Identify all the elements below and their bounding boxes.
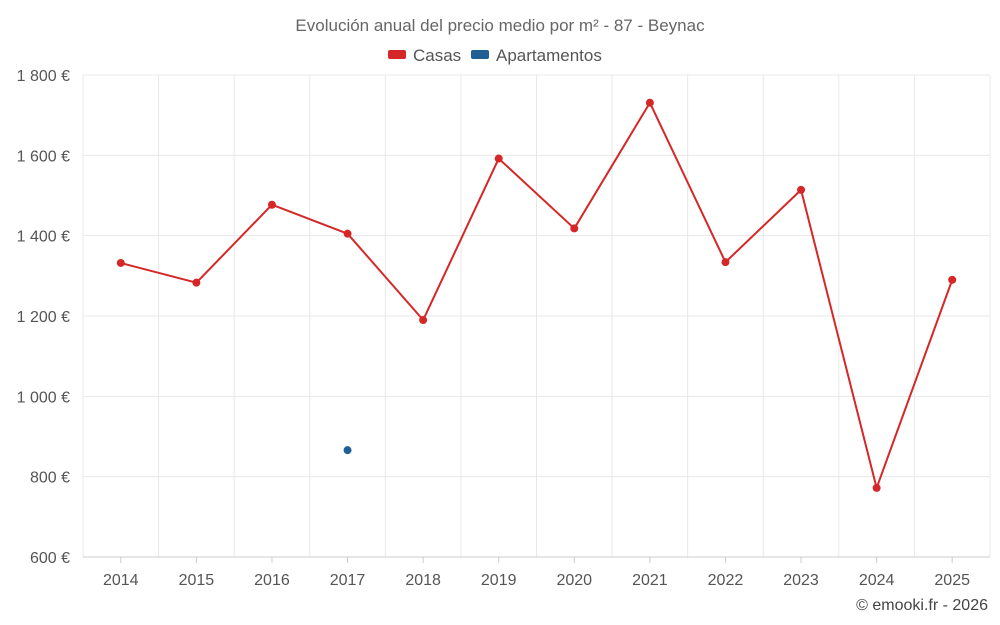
legend-label: Casas bbox=[413, 46, 461, 65]
x-tick-label: 2015 bbox=[179, 572, 215, 589]
y-tick-label: 1 400 € bbox=[17, 229, 70, 246]
gridlines bbox=[82, 74, 991, 557]
data-point-casas[interactable] bbox=[116, 258, 125, 267]
y-axis: 600 € 800 € 1 000 € 1 200 € 1 400 € 1 600 € 1 … bbox=[17, 68, 70, 567]
data-point-casas[interactable] bbox=[570, 224, 579, 233]
y-tick-label: 600 € bbox=[30, 550, 70, 567]
chart-title: Evolución anual del precio medio por m² … bbox=[295, 16, 705, 35]
x-axis: 2014 2015 2016 2017 2018 2019 2020 2021 2022 2023… bbox=[83, 556, 990, 589]
legend-item-apartamentos[interactable]: Apartamentos bbox=[471, 46, 602, 65]
x-tick-label: 2019 bbox=[481, 572, 517, 589]
legend-swatch bbox=[388, 50, 406, 59]
y-tick-label: 1 600 € bbox=[17, 148, 70, 165]
y-tick-label: 1 800 € bbox=[17, 68, 70, 85]
data-point-casas[interactable] bbox=[948, 275, 957, 284]
data-point-casas[interactable] bbox=[267, 200, 276, 209]
legend[interactable]: Casas Apartamentos bbox=[388, 46, 602, 65]
data-point-casas[interactable] bbox=[872, 483, 881, 492]
data-point-casas[interactable] bbox=[419, 316, 428, 325]
legend-item-casas[interactable]: Casas bbox=[388, 46, 461, 65]
data-point-casas[interactable] bbox=[192, 278, 201, 287]
x-tick-label: 2018 bbox=[405, 572, 441, 589]
x-tick-label: 2014 bbox=[103, 572, 139, 589]
y-tick-label: 1 200 € bbox=[17, 309, 70, 326]
x-tick-label: 2022 bbox=[708, 572, 744, 589]
data-point-casas[interactable] bbox=[343, 229, 352, 238]
series-line-casas bbox=[120, 101, 954, 489]
x-tick-label: 2023 bbox=[783, 572, 819, 589]
x-tick-label: 2020 bbox=[556, 572, 592, 589]
plot-area bbox=[116, 98, 957, 492]
y-tick-label: 800 € bbox=[30, 470, 70, 487]
x-tick-label: 2021 bbox=[632, 572, 668, 589]
series-apartamentos bbox=[343, 446, 352, 455]
data-point-apartamentos[interactable] bbox=[343, 446, 352, 455]
x-tick-label: 2024 bbox=[859, 572, 895, 589]
data-point-casas[interactable] bbox=[797, 185, 806, 194]
credit-text: © emooki.fr - 2026 bbox=[856, 597, 988, 614]
x-tick-label: 2016 bbox=[254, 572, 290, 589]
legend-swatch bbox=[471, 50, 489, 59]
data-point-casas[interactable] bbox=[494, 154, 503, 163]
data-point-casas[interactable] bbox=[721, 258, 730, 267]
x-tick-label: 2017 bbox=[330, 572, 366, 589]
y-tick-label: 1 000 € bbox=[17, 389, 70, 406]
series-casas bbox=[116, 98, 957, 492]
data-point-casas[interactable] bbox=[645, 98, 654, 107]
legend-label: Apartamentos bbox=[496, 46, 602, 65]
x-tick-label: 2025 bbox=[934, 572, 970, 589]
